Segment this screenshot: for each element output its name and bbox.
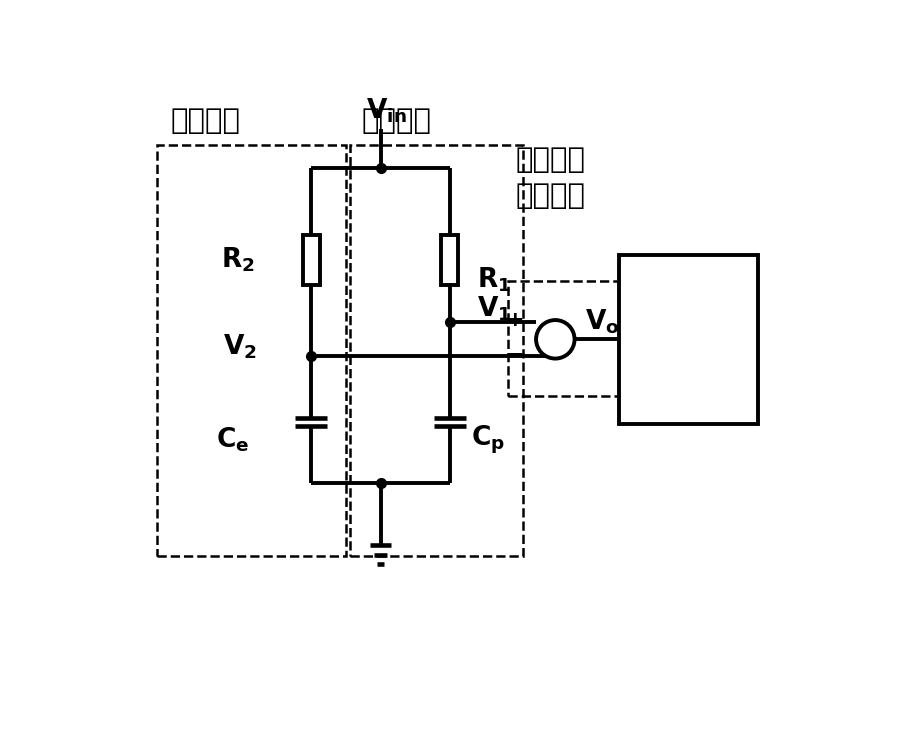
Bar [350,144,523,556]
Text: 系统: 系统 [671,360,706,388]
Bar [158,144,346,556]
Text: 数据: 数据 [671,291,706,319]
Text: −: − [505,345,524,365]
Text: $\mathbf{V_{out}}$: $\mathbf{V_{out}}$ [585,307,642,336]
Text: $\mathbf{V_1}$: $\mathbf{V_1}$ [477,294,511,322]
Text: $\mathbf{C_e}$: $\mathbf{C_e}$ [216,425,250,454]
Bar [441,235,459,285]
Bar [507,281,640,396]
Text: $\mathbf{R_2}$: $\mathbf{R_2}$ [222,245,255,274]
Text: 采集电路: 采集电路 [515,182,586,210]
Text: $\mathbf{V_2}$: $\mathbf{V_2}$ [223,333,258,361]
Text: 采集: 采集 [671,325,706,353]
Bar [303,235,320,285]
Text: $\mathbf{V}_{\mathbf{in}}$: $\mathbf{V}_{\mathbf{in}}$ [367,97,407,125]
Text: 压电信号: 压电信号 [515,146,586,174]
Text: +: + [505,310,524,330]
Text: $\mathbf{C_p}$: $\mathbf{C_p}$ [470,424,505,455]
Bar [619,254,758,424]
Circle shape [536,320,575,359]
Text: 喷头电路: 喷头电路 [361,107,432,135]
Text: $\mathbf{R_1}$: $\mathbf{R_1}$ [477,265,511,294]
Text: 等效电路: 等效电路 [170,107,241,135]
